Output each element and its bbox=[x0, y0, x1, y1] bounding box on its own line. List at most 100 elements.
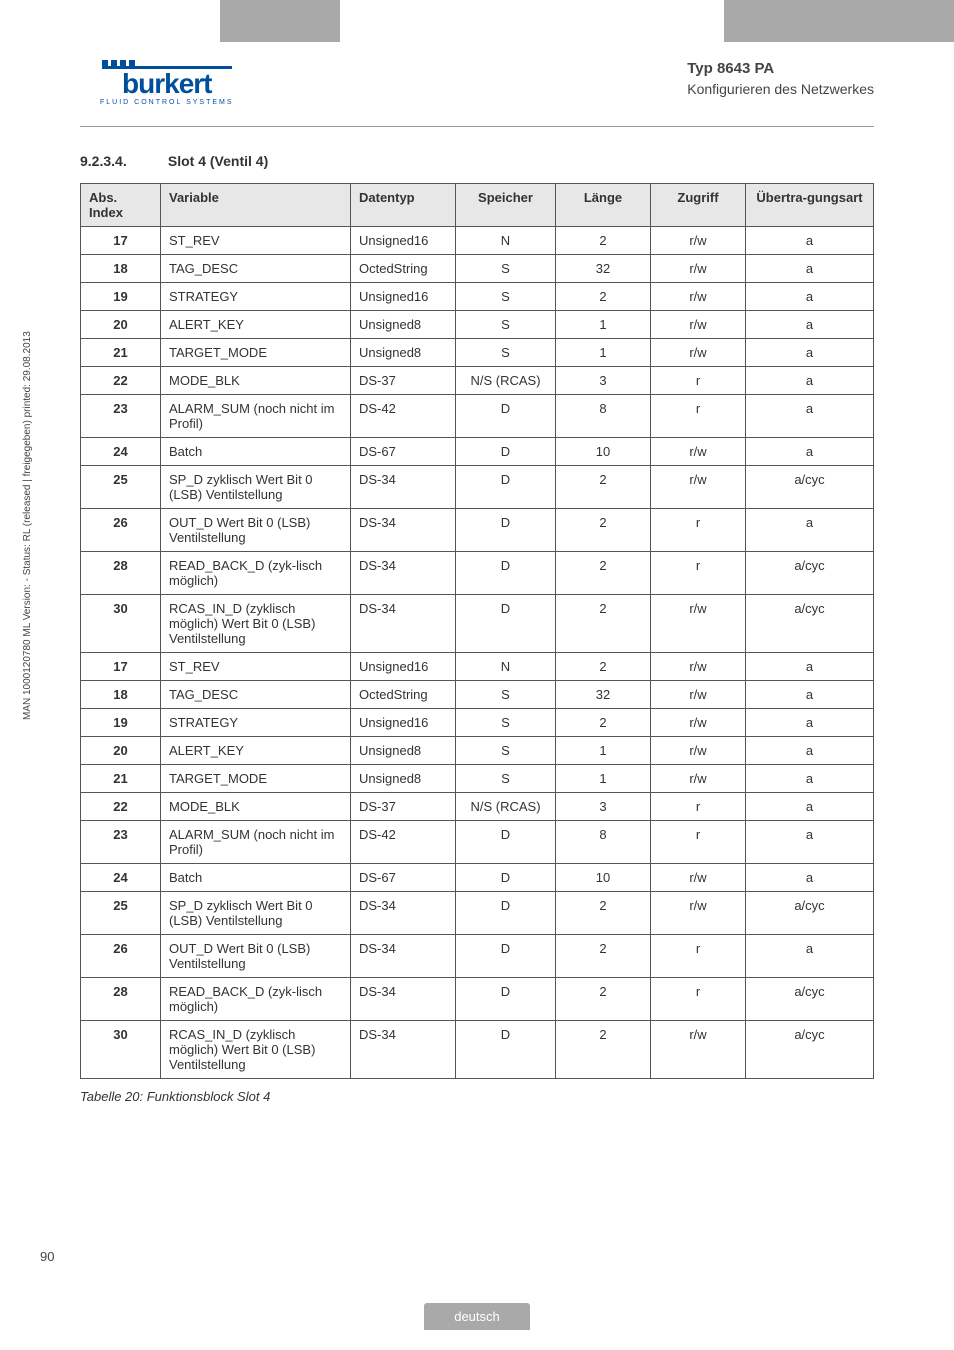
table-cell: S bbox=[456, 765, 556, 793]
table-cell: a bbox=[746, 864, 874, 892]
table-cell: 18 bbox=[81, 255, 161, 283]
table-cell: 32 bbox=[556, 681, 651, 709]
table-cell: r bbox=[651, 395, 746, 438]
table-cell: 2 bbox=[556, 283, 651, 311]
header-color-bar bbox=[0, 0, 954, 42]
table-cell: 19 bbox=[81, 283, 161, 311]
table-cell: 22 bbox=[81, 793, 161, 821]
table-cell: Unsigned8 bbox=[351, 765, 456, 793]
table-cell: r/w bbox=[651, 255, 746, 283]
table-cell: a bbox=[746, 227, 874, 255]
table-cell: 23 bbox=[81, 821, 161, 864]
table-cell: 28 bbox=[81, 978, 161, 1021]
table-cell: Unsigned16 bbox=[351, 653, 456, 681]
table-cell: MODE_BLK bbox=[161, 793, 351, 821]
table-header-row: Abs. Index Variable Datentyp Speicher Lä… bbox=[81, 184, 874, 227]
table-row: 23ALARM_SUM (noch nicht im Profil)DS-42D… bbox=[81, 395, 874, 438]
table-cell: a/cyc bbox=[746, 1021, 874, 1079]
logo-subtext: FLUID CONTROL SYSTEMS bbox=[100, 99, 234, 106]
table-cell: DS-37 bbox=[351, 793, 456, 821]
table-cell: 21 bbox=[81, 765, 161, 793]
table-cell: r/w bbox=[651, 339, 746, 367]
table-cell: a bbox=[746, 681, 874, 709]
table-cell: a bbox=[746, 793, 874, 821]
table-cell: a/cyc bbox=[746, 466, 874, 509]
table-cell: 23 bbox=[81, 395, 161, 438]
logo-text: burkert bbox=[122, 70, 211, 98]
table-cell: Unsigned8 bbox=[351, 311, 456, 339]
table-cell: Batch bbox=[161, 864, 351, 892]
table-cell: DS-67 bbox=[351, 438, 456, 466]
col-uebertragungsart: Übertra-gungsart bbox=[746, 184, 874, 227]
table-cell: Unsigned16 bbox=[351, 709, 456, 737]
table-cell: r bbox=[651, 509, 746, 552]
table-cell: RCAS_IN_D (zyklisch möglich) Wert Bit 0 … bbox=[161, 595, 351, 653]
table-cell: 8 bbox=[556, 395, 651, 438]
table-cell: 8 bbox=[556, 821, 651, 864]
table-cell: N bbox=[456, 227, 556, 255]
logo: burkert FLUID CONTROL SYSTEMS bbox=[100, 60, 234, 106]
section-name: Slot 4 (Ventil 4) bbox=[168, 153, 268, 169]
table-cell: 2 bbox=[556, 552, 651, 595]
table-cell: 20 bbox=[81, 311, 161, 339]
table-cell: 30 bbox=[81, 1021, 161, 1079]
table-row: 25SP_D zyklisch Wert Bit 0 (LSB) Ventils… bbox=[81, 892, 874, 935]
table-row: 22MODE_BLKDS-37N/S (RCAS)3ra bbox=[81, 367, 874, 395]
table-cell: N bbox=[456, 653, 556, 681]
table-cell: 19 bbox=[81, 709, 161, 737]
table-row: 20ALERT_KEYUnsigned8S1r/wa bbox=[81, 737, 874, 765]
table-row: 23ALARM_SUM (noch nicht im Profil)DS-42D… bbox=[81, 821, 874, 864]
table-cell: a bbox=[746, 935, 874, 978]
footer: deutsch bbox=[0, 1303, 954, 1330]
table-cell: D bbox=[456, 892, 556, 935]
table-cell: a bbox=[746, 709, 874, 737]
table-cell: Unsigned8 bbox=[351, 339, 456, 367]
col-datentyp: Datentyp bbox=[351, 184, 456, 227]
table-cell: DS-34 bbox=[351, 978, 456, 1021]
table-cell: 3 bbox=[556, 367, 651, 395]
table-cell: SP_D zyklisch Wert Bit 0 (LSB) Ventilste… bbox=[161, 466, 351, 509]
table-row: 19STRATEGYUnsigned16S2r/wa bbox=[81, 709, 874, 737]
table-cell: a bbox=[746, 765, 874, 793]
table-cell: D bbox=[456, 509, 556, 552]
table-row: 30RCAS_IN_D (zyklisch möglich) Wert Bit … bbox=[81, 595, 874, 653]
table-cell: a/cyc bbox=[746, 892, 874, 935]
table-cell: r/w bbox=[651, 681, 746, 709]
table-cell: a bbox=[746, 438, 874, 466]
table-cell: DS-37 bbox=[351, 367, 456, 395]
table-cell: 10 bbox=[556, 864, 651, 892]
table-cell: MODE_BLK bbox=[161, 367, 351, 395]
table-cell: a/cyc bbox=[746, 978, 874, 1021]
table-cell: r bbox=[651, 793, 746, 821]
table-row: 26OUT_D Wert Bit 0 (LSB) VentilstellungD… bbox=[81, 935, 874, 978]
table-cell: 26 bbox=[81, 935, 161, 978]
table-cell: S bbox=[456, 339, 556, 367]
table-cell: 2 bbox=[556, 892, 651, 935]
table-row: 24BatchDS-67D10r/wa bbox=[81, 864, 874, 892]
table-cell: a bbox=[746, 395, 874, 438]
table-cell: OctedString bbox=[351, 255, 456, 283]
table-cell: 1 bbox=[556, 765, 651, 793]
table-cell: a bbox=[746, 339, 874, 367]
table-cell: OctedString bbox=[351, 681, 456, 709]
table-row: 18TAG_DESCOctedStringS32r/wa bbox=[81, 255, 874, 283]
doc-type: Typ 8643 PA bbox=[687, 60, 874, 77]
table-cell: a bbox=[746, 367, 874, 395]
table-cell: DS-34 bbox=[351, 1021, 456, 1079]
table-cell: N/S (RCAS) bbox=[456, 367, 556, 395]
table-cell: Unsigned16 bbox=[351, 227, 456, 255]
table-cell: r/w bbox=[651, 653, 746, 681]
table-cell: STRATEGY bbox=[161, 283, 351, 311]
table-cell: D bbox=[456, 978, 556, 1021]
table-cell: DS-67 bbox=[351, 864, 456, 892]
table-cell: ALERT_KEY bbox=[161, 737, 351, 765]
table-cell: 17 bbox=[81, 227, 161, 255]
table-cell: READ_BACK_D (zyk-lisch möglich) bbox=[161, 552, 351, 595]
table-row: 26OUT_D Wert Bit 0 (LSB) VentilstellungD… bbox=[81, 509, 874, 552]
table-cell: 21 bbox=[81, 339, 161, 367]
table-cell: TARGET_MODE bbox=[161, 339, 351, 367]
table-cell: a bbox=[746, 255, 874, 283]
table-row: 22MODE_BLKDS-37N/S (RCAS)3ra bbox=[81, 793, 874, 821]
table-cell: DS-42 bbox=[351, 395, 456, 438]
table-cell: S bbox=[456, 681, 556, 709]
